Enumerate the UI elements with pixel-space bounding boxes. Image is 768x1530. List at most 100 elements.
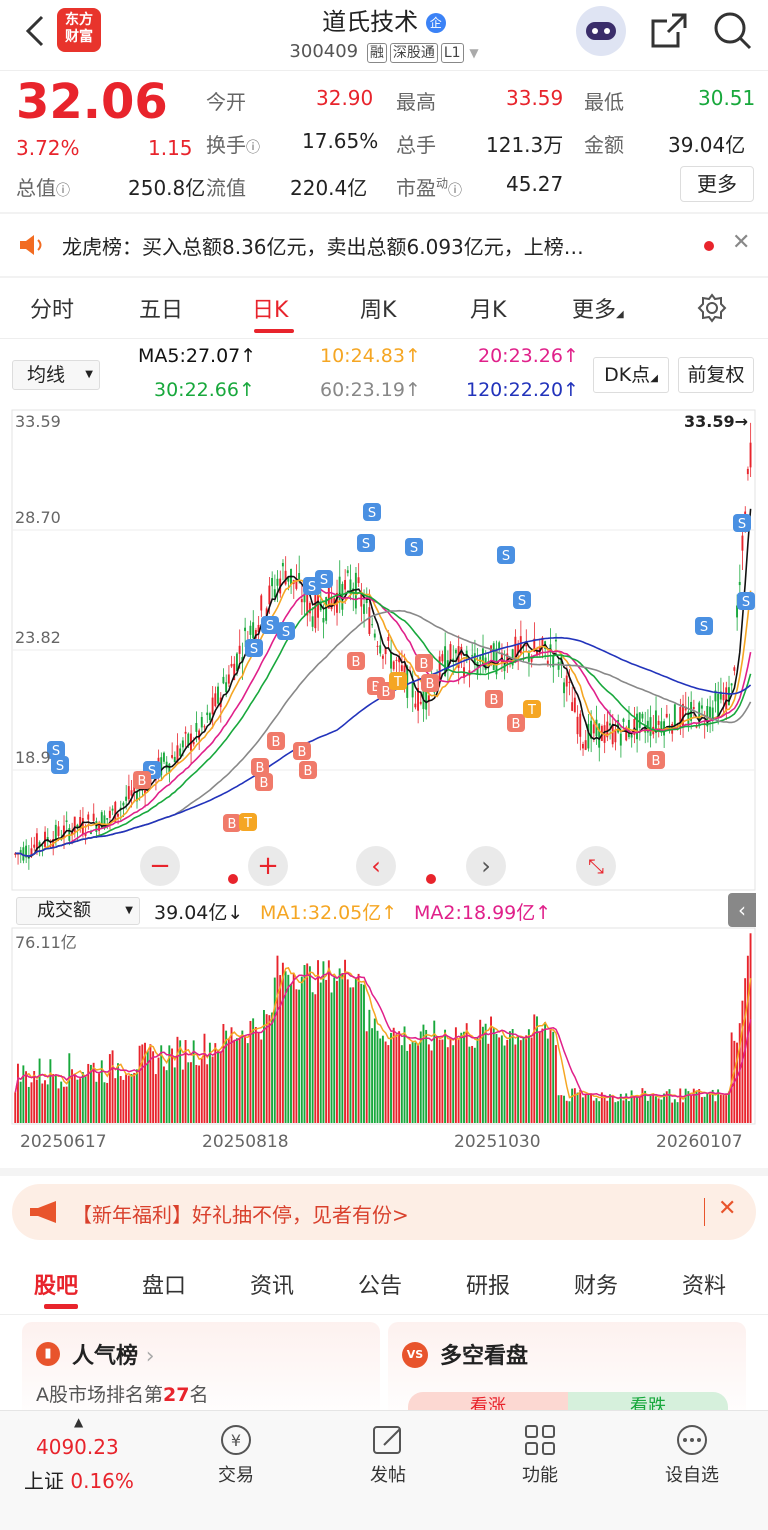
svg-text:S: S xyxy=(148,764,156,779)
search-icon[interactable] xyxy=(712,10,754,52)
prev-arrow-icon[interactable]: ‹ xyxy=(356,846,396,886)
popularity-card[interactable]: ▮ 人气榜 › A股市场排名第27名 xyxy=(22,1322,380,1422)
next-arrow-icon[interactable]: › xyxy=(466,846,506,886)
promo-banner[interactable]: 【新年福利】好礼抽不停，见者有份> ✕ xyxy=(12,1184,756,1240)
zoom-in-button[interactable]: + xyxy=(248,846,288,886)
ma-selector[interactable]: 均线 ▼ xyxy=(12,360,100,390)
index-row[interactable]: 上证 0.16% xyxy=(24,1469,134,1493)
candle xyxy=(614,729,617,743)
tab-finance[interactable]: 财务 xyxy=(574,1274,619,1299)
volume-bar xyxy=(554,1045,557,1123)
tab-daily-k[interactable]: 日K xyxy=(252,298,289,323)
candle xyxy=(57,826,60,836)
candle xyxy=(14,853,17,855)
t-signal-marker: T xyxy=(523,700,541,718)
volume-bar xyxy=(65,1086,68,1123)
candle xyxy=(344,580,347,590)
candle xyxy=(519,636,522,654)
zoom-out-button[interactable]: − xyxy=(140,846,180,886)
candle xyxy=(125,796,128,801)
volume-bar xyxy=(727,1091,730,1123)
volume-bar xyxy=(519,1040,522,1123)
triangle-up-icon: ▲ xyxy=(74,1415,84,1429)
volume-bar xyxy=(533,1014,536,1123)
amount-label: 金额 xyxy=(584,133,624,157)
nav-trade[interactable]: ¥ 交易 xyxy=(196,1423,276,1487)
svg-text:B: B xyxy=(272,735,281,750)
candle xyxy=(254,630,257,639)
tab-intraday[interactable]: 分时 xyxy=(30,298,75,323)
nav-function[interactable]: 功能 xyxy=(500,1423,580,1487)
volume-bar xyxy=(244,1036,246,1123)
volume-bar xyxy=(449,1038,452,1123)
t-signal-marker: T xyxy=(389,672,407,690)
fullscreen-icon[interactable]: ⤡ xyxy=(576,846,616,886)
tab-announcements[interactable]: 公告 xyxy=(358,1274,403,1299)
tab-orderbook[interactable]: 盘口 xyxy=(142,1274,187,1299)
robot-assistant-icon[interactable] xyxy=(576,6,626,56)
volume-bar xyxy=(303,965,306,1123)
nav-post[interactable]: 发帖 xyxy=(348,1423,428,1487)
bottom-nav: ▲ 4090.23 上证 0.16% ¥ 交易 发帖 功能 设自选 xyxy=(0,1410,768,1530)
adjust-button[interactable]: 前复权 xyxy=(678,357,754,393)
candle xyxy=(127,786,130,800)
candle xyxy=(95,821,98,832)
candle xyxy=(100,812,103,829)
candle xyxy=(611,724,614,745)
volume-bar xyxy=(376,1030,379,1123)
volume-bar xyxy=(698,1089,701,1123)
volume-bar xyxy=(579,1089,582,1123)
index-value[interactable]: 4090.23 xyxy=(36,1435,119,1459)
current-price: 32.06 xyxy=(16,74,168,130)
back-icon[interactable] xyxy=(22,14,46,48)
candle xyxy=(749,442,752,468)
tab-monthly-k[interactable]: 月K xyxy=(470,298,507,323)
candle xyxy=(565,675,568,687)
close-icon[interactable]: ✕ xyxy=(732,230,751,255)
share-icon[interactable] xyxy=(650,12,688,50)
long-short-card[interactable]: VS 多空看盘 看涨 看跌 xyxy=(388,1322,746,1422)
candle xyxy=(354,572,357,609)
tab-forum[interactable]: 股吧 xyxy=(34,1274,79,1299)
volume-bar xyxy=(498,1037,501,1123)
dk-point-button[interactable]: DK点◢ xyxy=(593,357,669,393)
settings-gear-icon[interactable] xyxy=(696,292,728,324)
candle xyxy=(33,844,36,848)
tab-five-day[interactable]: 五日 xyxy=(139,298,184,323)
candle xyxy=(557,662,560,670)
volume-bar xyxy=(560,1095,563,1123)
close-banner-icon[interactable]: ✕ xyxy=(718,1196,737,1221)
nav-add-watchlist[interactable]: 设自选 xyxy=(652,1423,732,1487)
candle xyxy=(719,691,722,700)
volume-bar xyxy=(198,1065,201,1123)
candle xyxy=(400,665,403,672)
buy-signal-marker: B xyxy=(223,814,241,832)
candle xyxy=(168,763,171,773)
volume-bar xyxy=(352,987,355,1123)
candle xyxy=(98,823,101,831)
candle xyxy=(514,636,517,661)
svg-text:S: S xyxy=(518,594,526,609)
tab-research[interactable]: 研报 xyxy=(466,1274,511,1299)
volume-selector[interactable]: 成交额 ▼ xyxy=(16,897,140,925)
candle xyxy=(79,816,82,828)
sell-signal-marker: S xyxy=(277,622,295,640)
notice-bar[interactable]: 龙虎榜：买入总额8.36亿元，卖出总额6.093亿元，上榜… ✕ xyxy=(0,214,768,276)
candle xyxy=(452,658,455,662)
collapse-arrow-icon[interactable]: ‹ xyxy=(728,893,756,927)
candle xyxy=(373,633,376,638)
volume-bar xyxy=(106,1082,109,1123)
volume-bar xyxy=(49,1059,52,1123)
candle xyxy=(111,808,114,811)
volume-bar xyxy=(257,1032,260,1123)
volume-bar xyxy=(425,1029,428,1123)
tab-weekly-k[interactable]: 周K xyxy=(360,298,397,323)
tab-news[interactable]: 资讯 xyxy=(250,1274,295,1299)
candle xyxy=(387,637,390,641)
tab-profile[interactable]: 资料 xyxy=(682,1274,727,1299)
volume-chart xyxy=(11,927,756,1125)
more-quote-button[interactable]: 更多 xyxy=(680,166,754,202)
candle xyxy=(122,802,125,806)
tab-more[interactable]: 更多◢ xyxy=(572,298,624,323)
